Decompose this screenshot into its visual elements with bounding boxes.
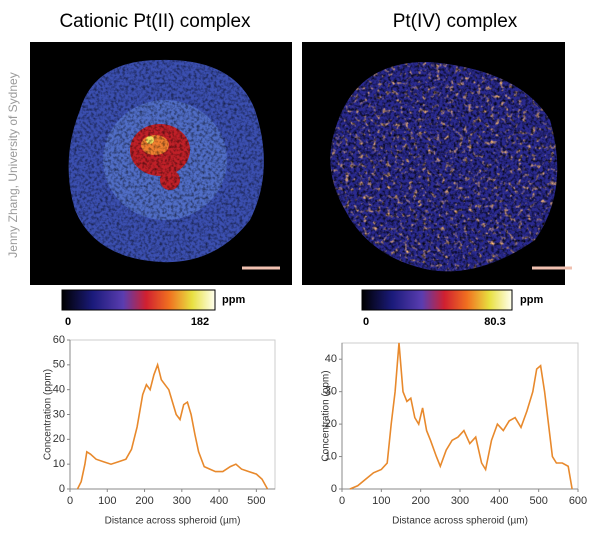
y-tick-label: 40 bbox=[53, 384, 65, 396]
x-tick-label: 200 bbox=[411, 495, 429, 507]
x-tick-label: 300 bbox=[173, 495, 191, 507]
plot-frame bbox=[341, 342, 579, 490]
x-tick-label: 0 bbox=[67, 495, 73, 507]
x-tick-label: 600 bbox=[569, 495, 587, 507]
colorbar bbox=[361, 289, 513, 311]
x-tick-label: 400 bbox=[490, 495, 508, 507]
x-tick-label: 400 bbox=[210, 495, 228, 507]
data-line bbox=[349, 342, 573, 490]
y-axis-title: Concentration (ppm) bbox=[321, 370, 332, 461]
y-tick-label: 50 bbox=[53, 359, 65, 371]
y-tick-label: 60 bbox=[53, 334, 65, 346]
x-axis-title: Distance across spheroid (µm) bbox=[392, 516, 528, 527]
colorbar bbox=[61, 289, 216, 311]
spheroid-image bbox=[330, 61, 558, 272]
panel-title: Cationic Pt(II) complex bbox=[59, 11, 251, 32]
colorbar-max: 80.3 bbox=[484, 316, 505, 328]
spheroid-image bbox=[68, 59, 264, 263]
x-tick-label: 0 bbox=[339, 495, 345, 507]
colorbar-unit: ppm bbox=[222, 294, 245, 306]
panel-title: Pt(IV) complex bbox=[393, 11, 518, 32]
y-tick-label: 30 bbox=[325, 386, 337, 398]
colorbar-min: 0 bbox=[65, 316, 71, 328]
y-axis-title: Concentration (ppm) bbox=[43, 369, 54, 460]
plot-frame bbox=[69, 339, 276, 490]
y-tick-label: 0 bbox=[331, 483, 337, 495]
y-tick-label: 30 bbox=[53, 408, 65, 420]
x-tick-label: 100 bbox=[98, 495, 116, 507]
x-tick-label: 200 bbox=[135, 495, 153, 507]
y-tick-label: 40 bbox=[325, 353, 337, 365]
credit: Jenny Zhang, University of Sydney bbox=[6, 72, 20, 257]
x-tick-label: 100 bbox=[372, 495, 390, 507]
data-line bbox=[76, 362, 269, 490]
y-tick-label: 20 bbox=[325, 418, 337, 430]
x-tick-label: 500 bbox=[247, 495, 265, 507]
colorbar-max: 182 bbox=[191, 316, 209, 328]
x-tick-label: 500 bbox=[529, 495, 547, 507]
x-axis-title: Distance across spheroid (µm) bbox=[105, 516, 241, 527]
y-tick-label: 10 bbox=[325, 450, 337, 462]
x-tick-label: 300 bbox=[451, 495, 469, 507]
y-tick-label: 20 bbox=[53, 433, 65, 445]
colorbar-min: 0 bbox=[363, 316, 369, 328]
colorbar-unit: ppm bbox=[520, 294, 543, 306]
y-tick-label: 0 bbox=[59, 483, 65, 495]
y-tick-label: 10 bbox=[53, 458, 65, 470]
